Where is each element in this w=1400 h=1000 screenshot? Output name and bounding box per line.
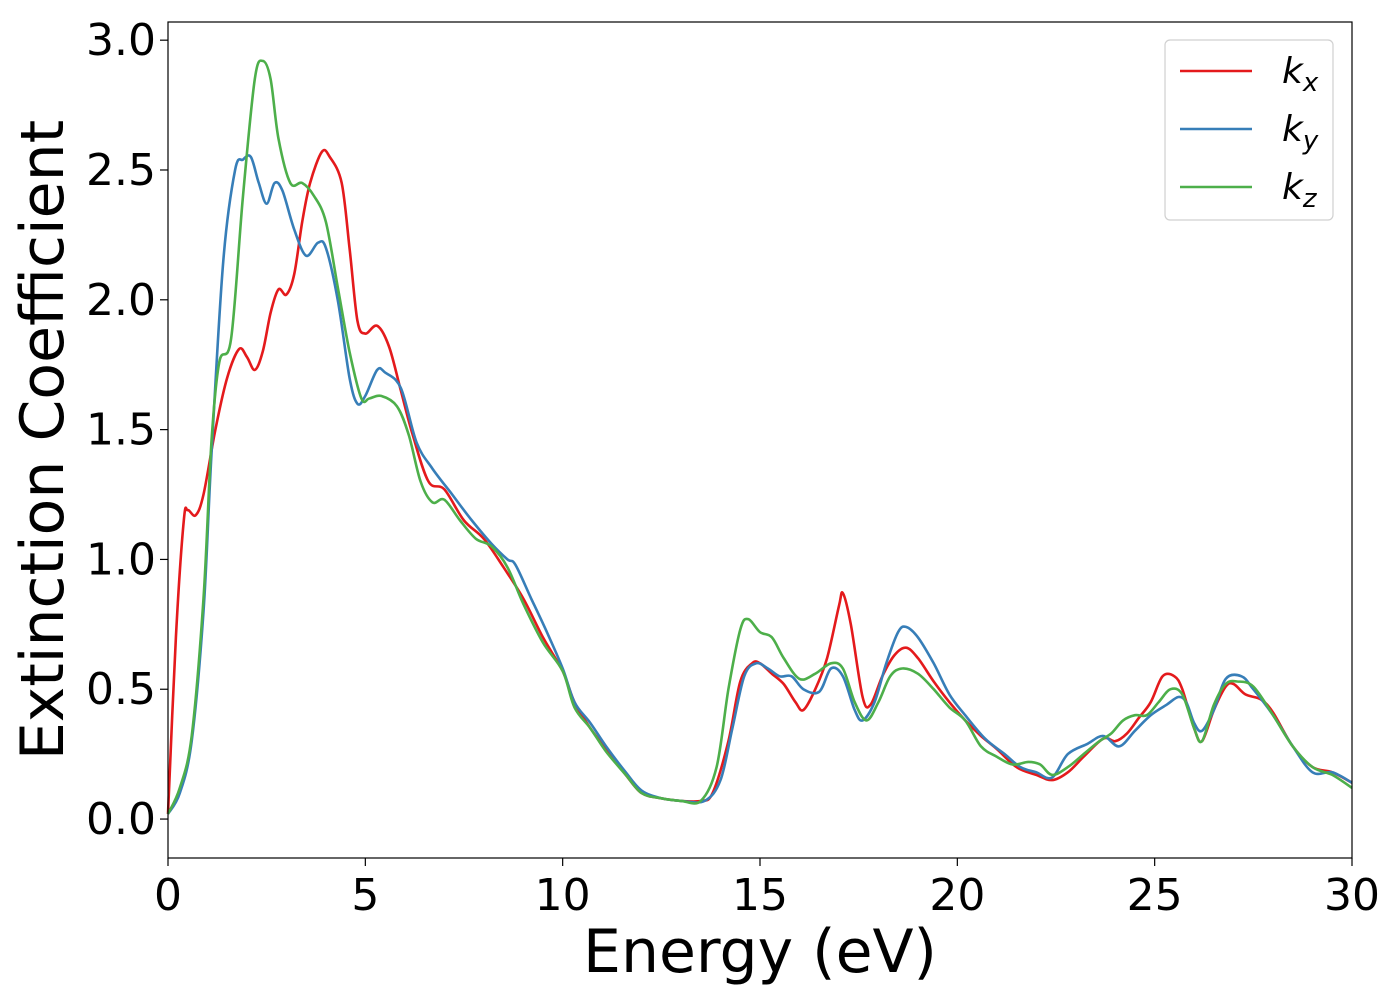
x-tick-label: 15 [732,870,788,921]
y-tick-label: 3.0 [86,15,156,66]
x-tick-label: 5 [351,870,379,921]
x-tick-label: 20 [929,870,985,921]
series-line-k-y [166,154,1353,815]
y-tick-label: 2.0 [86,275,156,326]
x-tick-label: 10 [535,870,591,921]
legend-label-k-z: kz [1282,167,1318,214]
series-line-k-z [166,59,1353,815]
series-layer [166,59,1353,815]
plot-area [168,22,1352,858]
x-tick-label: 30 [1324,870,1380,921]
y-axis-label: Extinction Coefficient [8,120,78,760]
legend: kx ky kz [1164,39,1334,221]
y-tick-label: 0.5 [86,664,156,715]
x-tick-label: 0 [154,870,182,921]
legend-label-k-x: kx [1282,51,1319,98]
x-tick-label: 25 [1127,870,1183,921]
series-line-k-x [166,148,1353,814]
x-axis-label: Energy (eV) [583,917,937,987]
y-tick-label: 2.5 [86,145,156,196]
y-tick-label: 0.0 [86,794,156,845]
y-tick-label: 1.5 [86,405,156,456]
legend-label-k-y: ky [1282,109,1319,156]
x-axis-ticks: 0 5 10 15 20 25 30 [154,858,1380,921]
y-axis-ticks: 0.0 0.5 1.0 1.5 2.0 2.5 3.0 [86,15,168,845]
y-tick-label: 1.0 [86,534,156,585]
